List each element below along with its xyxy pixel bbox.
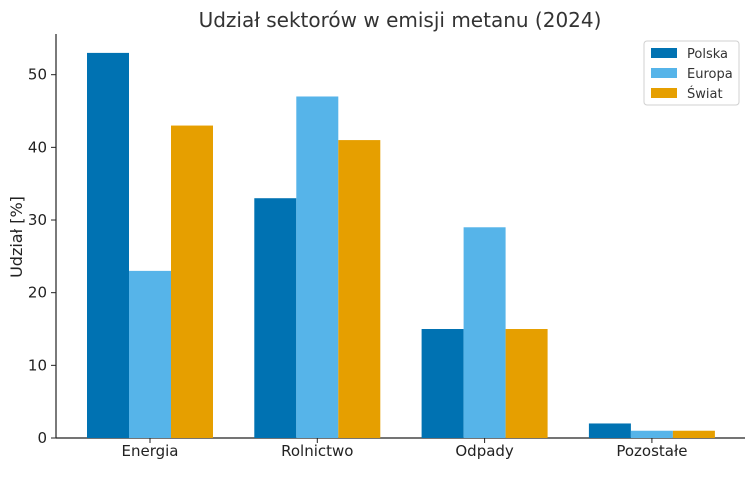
y-tick-label: 40 xyxy=(28,138,47,156)
x-tick-label: Rolnictwo xyxy=(281,442,353,460)
bar-polska-odpady xyxy=(421,329,464,438)
y-axis-label: Udział [%] xyxy=(7,196,26,278)
bar-polska-rolnictwo xyxy=(254,198,297,438)
y-tick-label: 50 xyxy=(28,66,47,84)
legend-swatch-polska xyxy=(651,48,677,58)
y-tick-label: 10 xyxy=(28,356,47,374)
y-tick-label: 0 xyxy=(37,429,47,447)
bar-europa-pozostałe xyxy=(630,430,673,438)
legend: Polska Europa Świat xyxy=(643,40,740,106)
plot-area: 0 10 20 30 40 50 Energia Rolnictwo Odpady Pozosta… xyxy=(28,34,745,460)
bar-świat-energia xyxy=(171,125,213,438)
y-tick-label: 20 xyxy=(28,284,47,302)
y-tick-label: 30 xyxy=(28,211,47,229)
legend-swatch-świat xyxy=(651,88,677,98)
bar-świat-pozostałe xyxy=(672,430,715,438)
bar-polska-energia xyxy=(87,52,129,438)
bar-świat-odpady xyxy=(505,329,548,438)
x-tick-label: Energia xyxy=(122,442,179,460)
bar-europa-rolnictwo xyxy=(296,96,339,439)
legend-label: Świat xyxy=(687,86,723,102)
bar-polska-pozostałe xyxy=(588,423,631,438)
x-tick-label: Pozostałe xyxy=(616,442,687,460)
bar-europa-energia xyxy=(129,270,171,438)
bar-świat-rolnictwo xyxy=(338,140,381,438)
chart-title: Udział sektorów w emisji metanu (2024) xyxy=(199,8,602,32)
bar-europa-odpady xyxy=(463,227,506,438)
legend-swatch-europa xyxy=(651,68,677,78)
x-tick-label: Odpady xyxy=(455,442,514,460)
legend-label: Polska xyxy=(687,47,728,62)
legend-label: Europa xyxy=(687,67,733,82)
